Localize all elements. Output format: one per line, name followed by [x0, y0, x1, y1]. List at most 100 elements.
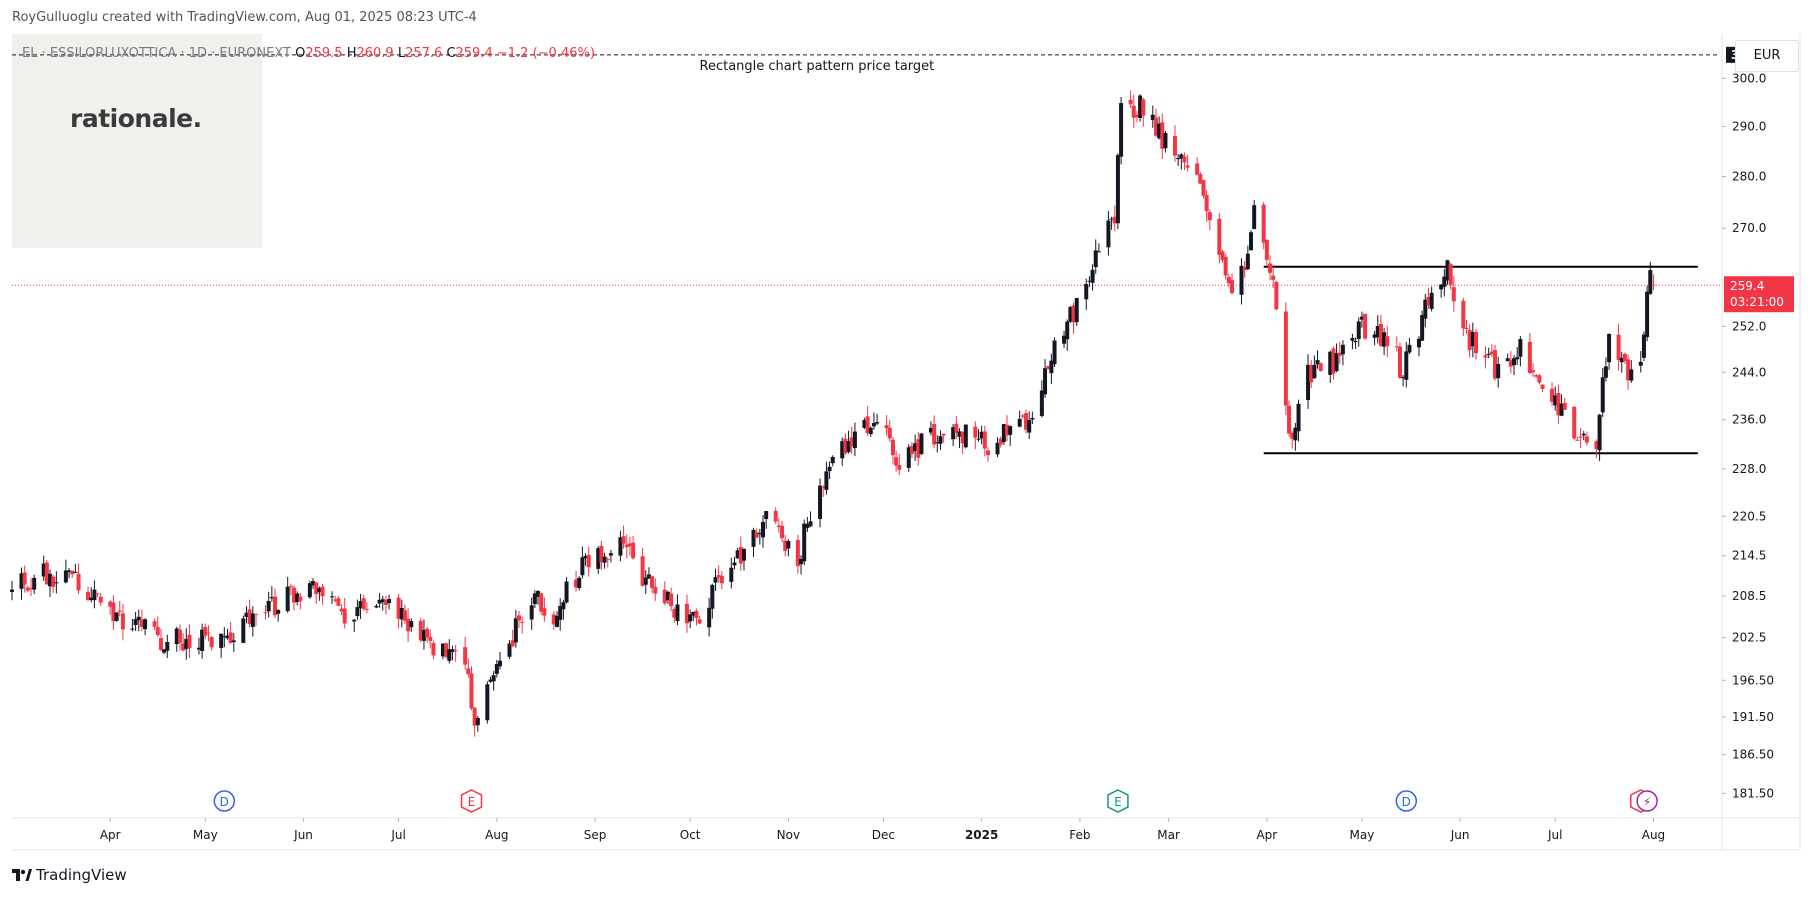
- candle-body: [1359, 316, 1364, 320]
- candle-body: [1182, 156, 1187, 163]
- candle-body: [1150, 114, 1155, 120]
- candle-body: [231, 640, 236, 643]
- candle-body: [1141, 99, 1146, 116]
- candle-body: [1534, 375, 1539, 377]
- candle-body: [1271, 275, 1276, 280]
- candle-body: [51, 576, 56, 587]
- candle-body: [973, 426, 978, 438]
- candle-body: [1163, 132, 1168, 149]
- candle-body: [352, 619, 357, 622]
- y-tick-label: 300.0: [1732, 71, 1766, 85]
- x-tick-label: Mar: [1157, 828, 1180, 842]
- candle-body: [1071, 305, 1076, 323]
- candle-body: [840, 441, 845, 459]
- candle-body: [938, 436, 943, 444]
- candle-body: [1283, 311, 1288, 406]
- candle-body: [1290, 432, 1295, 439]
- candle-body: [688, 614, 693, 622]
- candle-body: [599, 545, 604, 563]
- tradingview-logo-icon: [12, 869, 32, 881]
- candle-body: [1020, 415, 1025, 417]
- x-tick-label: Apr: [100, 828, 121, 842]
- candle-body: [672, 609, 677, 618]
- candle-body: [1328, 351, 1333, 375]
- candle-body: [1198, 174, 1203, 184]
- x-tick-label: Aug: [485, 828, 508, 842]
- candle-body: [646, 574, 651, 579]
- currency-button[interactable]: EUR: [1735, 40, 1799, 72]
- candle-body: [222, 636, 227, 638]
- candle-body: [684, 603, 689, 624]
- candle-body: [894, 457, 899, 466]
- candle-body: [1401, 377, 1406, 379]
- candles: [10, 90, 1656, 737]
- candle-body: [608, 553, 613, 556]
- candle-body: [219, 633, 224, 648]
- candle-body: [1109, 218, 1114, 220]
- candle-body: [951, 427, 956, 440]
- bar-countdown-label: 03:21:00: [1730, 295, 1784, 309]
- x-tick-label: Dec: [872, 828, 895, 842]
- candle-body: [1309, 365, 1314, 383]
- candle-body: [29, 588, 34, 590]
- candle-body: [48, 573, 53, 587]
- candle-body: [374, 605, 379, 608]
- candle-body: [627, 543, 632, 547]
- candle-body: [130, 628, 135, 630]
- candle-body: [1464, 328, 1469, 330]
- change-value: −1.2 (−0.46%): [496, 46, 595, 61]
- candle-body: [729, 567, 734, 582]
- chart-credit: RoyGulluoglu created with TradingView.co…: [12, 10, 477, 25]
- candle-body: [1239, 265, 1244, 295]
- candle-body: [776, 525, 781, 528]
- event-marker-⚡: ⚡: [1636, 790, 1658, 812]
- candle-body: [32, 577, 37, 590]
- candle-body: [158, 637, 163, 650]
- event-marker-d: D: [213, 790, 236, 812]
- candle-body: [364, 608, 369, 610]
- candle-body: [1160, 122, 1165, 149]
- candle-body: [273, 596, 278, 616]
- candle-body: [640, 556, 645, 586]
- candle-body: [117, 610, 122, 612]
- candle-body: [510, 640, 515, 647]
- candle-body: [520, 621, 525, 623]
- candle-body: [1442, 276, 1447, 287]
- candle-body: [98, 596, 103, 603]
- candle-body: [665, 591, 670, 601]
- candle-body: [909, 445, 914, 454]
- candle-body: [982, 431, 987, 449]
- candle-body: [919, 433, 924, 455]
- candle-body: [485, 684, 490, 721]
- candle-body: [963, 424, 968, 448]
- y-tick-label: 220.5: [1732, 509, 1766, 523]
- candle-body: [1353, 340, 1358, 343]
- candle-body: [1375, 325, 1380, 338]
- candle-body: [1096, 251, 1101, 253]
- candle-body: [574, 579, 579, 588]
- candle-body: [808, 521, 813, 527]
- candle-body: [383, 599, 388, 605]
- candle-body: [932, 424, 937, 445]
- axes: 181.50 186.50 191.50 196.50 202.5 208.5 214.5 2…: [12, 34, 1801, 851]
- candle-body: [761, 521, 766, 538]
- candle-body: [1128, 99, 1133, 105]
- candle-body: [786, 541, 791, 549]
- candle-body: [196, 647, 201, 650]
- candle-body: [1540, 384, 1545, 389]
- open-label: O: [295, 46, 306, 61]
- x-tick-label: Apr: [1256, 828, 1277, 842]
- candle-body: [1008, 426, 1013, 435]
- candle-body: [70, 570, 75, 575]
- close-value: 259.4: [455, 46, 493, 61]
- candle-body: [1017, 418, 1022, 427]
- svg-text:E: E: [468, 795, 476, 809]
- candle-body: [19, 573, 24, 589]
- candle-body: [440, 643, 445, 657]
- candle-body: [1106, 220, 1111, 248]
- low-label: L: [397, 46, 406, 61]
- candle-body: [1626, 359, 1631, 381]
- tradingview-brand[interactable]: TradingView: [12, 866, 127, 884]
- candle-body: [288, 585, 293, 588]
